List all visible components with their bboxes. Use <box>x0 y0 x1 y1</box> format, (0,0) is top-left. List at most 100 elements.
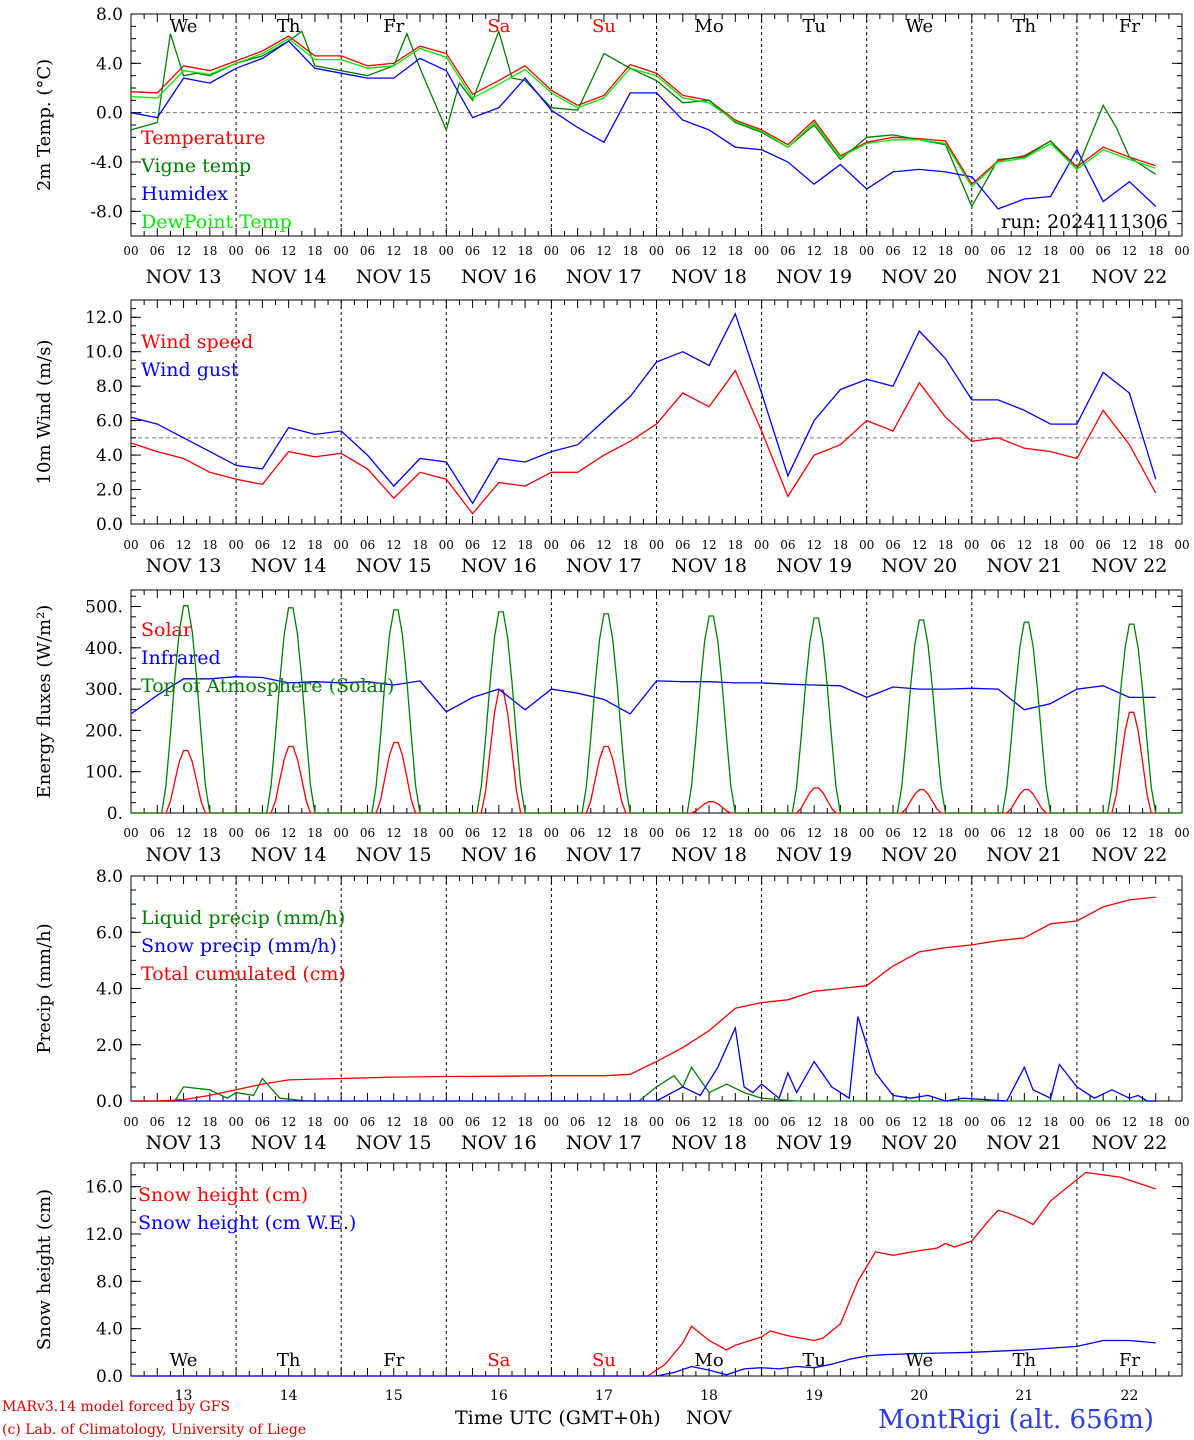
series-line <box>130 29 1157 208</box>
y-tick-label: 400. <box>85 639 123 659</box>
date-label: NOV 17 <box>566 266 642 288</box>
hour-tick-label: 12 <box>386 826 401 840</box>
hour-tick-label: 06 <box>360 244 375 258</box>
hour-tick-label: 18 <box>307 826 322 840</box>
y-tick-label: 4.0 <box>96 446 123 466</box>
date-label: NOV 22 <box>1092 266 1168 288</box>
date-label: NOV 21 <box>986 1132 1062 1154</box>
series-line <box>131 1339 1156 1377</box>
hour-tick-label: 12 <box>596 826 611 840</box>
plot-frame <box>130 299 1183 525</box>
hour-tick-label: 00 <box>1069 826 1084 840</box>
hour-tick-label: 06 <box>675 538 690 552</box>
hour-tick-label: 00 <box>964 538 979 552</box>
date-label: NOV 15 <box>356 555 432 577</box>
hour-tick-label: 06 <box>150 244 165 258</box>
day-number-label: 13 <box>175 1388 193 1404</box>
hour-tick-label: 12 <box>596 244 611 258</box>
hour-tick-label: 18 <box>517 538 532 552</box>
hour-tick-label: 18 <box>833 244 848 258</box>
date-label: NOV 22 <box>1092 555 1168 577</box>
hour-tick-label: 00 <box>964 1115 979 1129</box>
y-tick-label: 0.0 <box>96 1092 123 1112</box>
hour-tick-label: 12 <box>281 1115 296 1129</box>
y-tick-label: 2.0 <box>96 1036 123 1056</box>
hour-tick-label: 12 <box>176 244 191 258</box>
y-tick-label: 16.0 <box>85 1178 123 1198</box>
date-label: NOV 13 <box>146 1132 222 1154</box>
hour-tick-label: 18 <box>307 538 322 552</box>
hour-tick-label: 00 <box>334 1115 349 1129</box>
legend-entry: Snow precip (mm/h) <box>141 935 337 957</box>
xaxis-label: Time UTC (GMT+0h) <box>455 1407 661 1429</box>
hour-tick-label: 00 <box>123 1115 138 1129</box>
weekday-label: Fr <box>383 1350 404 1371</box>
date-label: NOV 14 <box>251 266 327 288</box>
series-line <box>131 896 1156 1102</box>
y-tick-label: 2.0 <box>96 481 123 501</box>
y-tick-label: -4.0 <box>90 153 123 173</box>
hour-tick-label: 18 <box>517 826 532 840</box>
hour-tick-label: 06 <box>885 1115 900 1129</box>
date-label: NOV 19 <box>776 266 852 288</box>
y-tick-label: 300. <box>85 680 123 700</box>
hour-tick-label: 00 <box>439 244 454 258</box>
hour-tick-label: 06 <box>885 538 900 552</box>
weekday-label: Fr <box>1119 16 1140 37</box>
day-number-label: 15 <box>385 1388 403 1404</box>
hour-tick-label: 12 <box>386 538 401 552</box>
weekday-label: Th <box>1013 16 1037 37</box>
hour-tick-label: 18 <box>202 538 217 552</box>
hour-tick-label: 00 <box>1069 244 1084 258</box>
hour-tick-label: 00 <box>544 826 559 840</box>
legend-entry: Snow height (cm) <box>138 1184 308 1206</box>
y-tick-label: 8.0 <box>96 1272 123 1292</box>
hour-tick-label: 18 <box>412 826 427 840</box>
y-tick-label: 100. <box>85 763 123 783</box>
chart-panel-2: 12.0 10.0 8.0 6.0 4.0 2.0 0.0 10m Wind (m/s) 00 0… <box>34 299 1190 577</box>
date-label: NOV 20 <box>881 1132 957 1154</box>
hour-tick-label: 00 <box>228 538 243 552</box>
date-label: NOV 19 <box>776 1132 852 1154</box>
hour-tick-label: 12 <box>701 826 716 840</box>
hour-tick-label: 12 <box>596 1115 611 1129</box>
hour-tick-label: 06 <box>255 1115 270 1129</box>
weekday-label: Mo <box>694 1350 723 1371</box>
weekday-label: Fr <box>383 16 404 37</box>
hour-tick-label: 18 <box>1148 244 1163 258</box>
weekday-label: Su <box>592 16 616 37</box>
hour-tick-label: 00 <box>859 1115 874 1129</box>
legend-entry: Temperature <box>141 127 265 149</box>
hour-tick-label: 06 <box>255 538 270 552</box>
hour-tick-label: 06 <box>675 826 690 840</box>
hour-tick-label: 18 <box>728 244 743 258</box>
legend-entry: Wind gust <box>141 359 239 381</box>
hour-tick-label: 18 <box>412 538 427 552</box>
hour-tick-label: 06 <box>570 244 585 258</box>
hour-tick-label: 06 <box>465 244 480 258</box>
hour-tick-label: 00 <box>544 538 559 552</box>
hour-tick-label: 06 <box>1096 1115 1111 1129</box>
hour-tick-label: 06 <box>150 826 165 840</box>
y-tick-label: 8.0 <box>96 867 123 887</box>
date-label: NOV 20 <box>881 555 957 577</box>
hour-tick-label: 12 <box>596 538 611 552</box>
hour-tick-label: 18 <box>938 244 953 258</box>
legend-entry: Solar <box>141 619 193 641</box>
weekday-label: Mo <box>694 16 723 37</box>
legend-entry: Snow height (cm W.E.) <box>138 1212 356 1234</box>
hour-tick-label: 00 <box>1069 538 1084 552</box>
series-line <box>131 1171 1156 1377</box>
chart-panel-5: 16.0 12.0 8.0 4.0 0.0 Snow height (cm) We Th Fr S… <box>34 1162 1183 1404</box>
hour-tick-label: 18 <box>202 826 217 840</box>
hour-tick-label: 12 <box>176 538 191 552</box>
y-tick-label: 12.0 <box>85 1225 123 1245</box>
hour-tick-label: 18 <box>623 538 638 552</box>
legend-entry: Liquid precip (mm/h) <box>141 907 345 929</box>
hour-tick-label: 18 <box>623 244 638 258</box>
hour-tick-label: 18 <box>623 826 638 840</box>
series-line <box>131 1016 1156 1102</box>
hour-tick-label: 00 <box>123 826 138 840</box>
hour-tick-label: 00 <box>649 244 664 258</box>
hour-tick-label: 12 <box>1017 538 1032 552</box>
